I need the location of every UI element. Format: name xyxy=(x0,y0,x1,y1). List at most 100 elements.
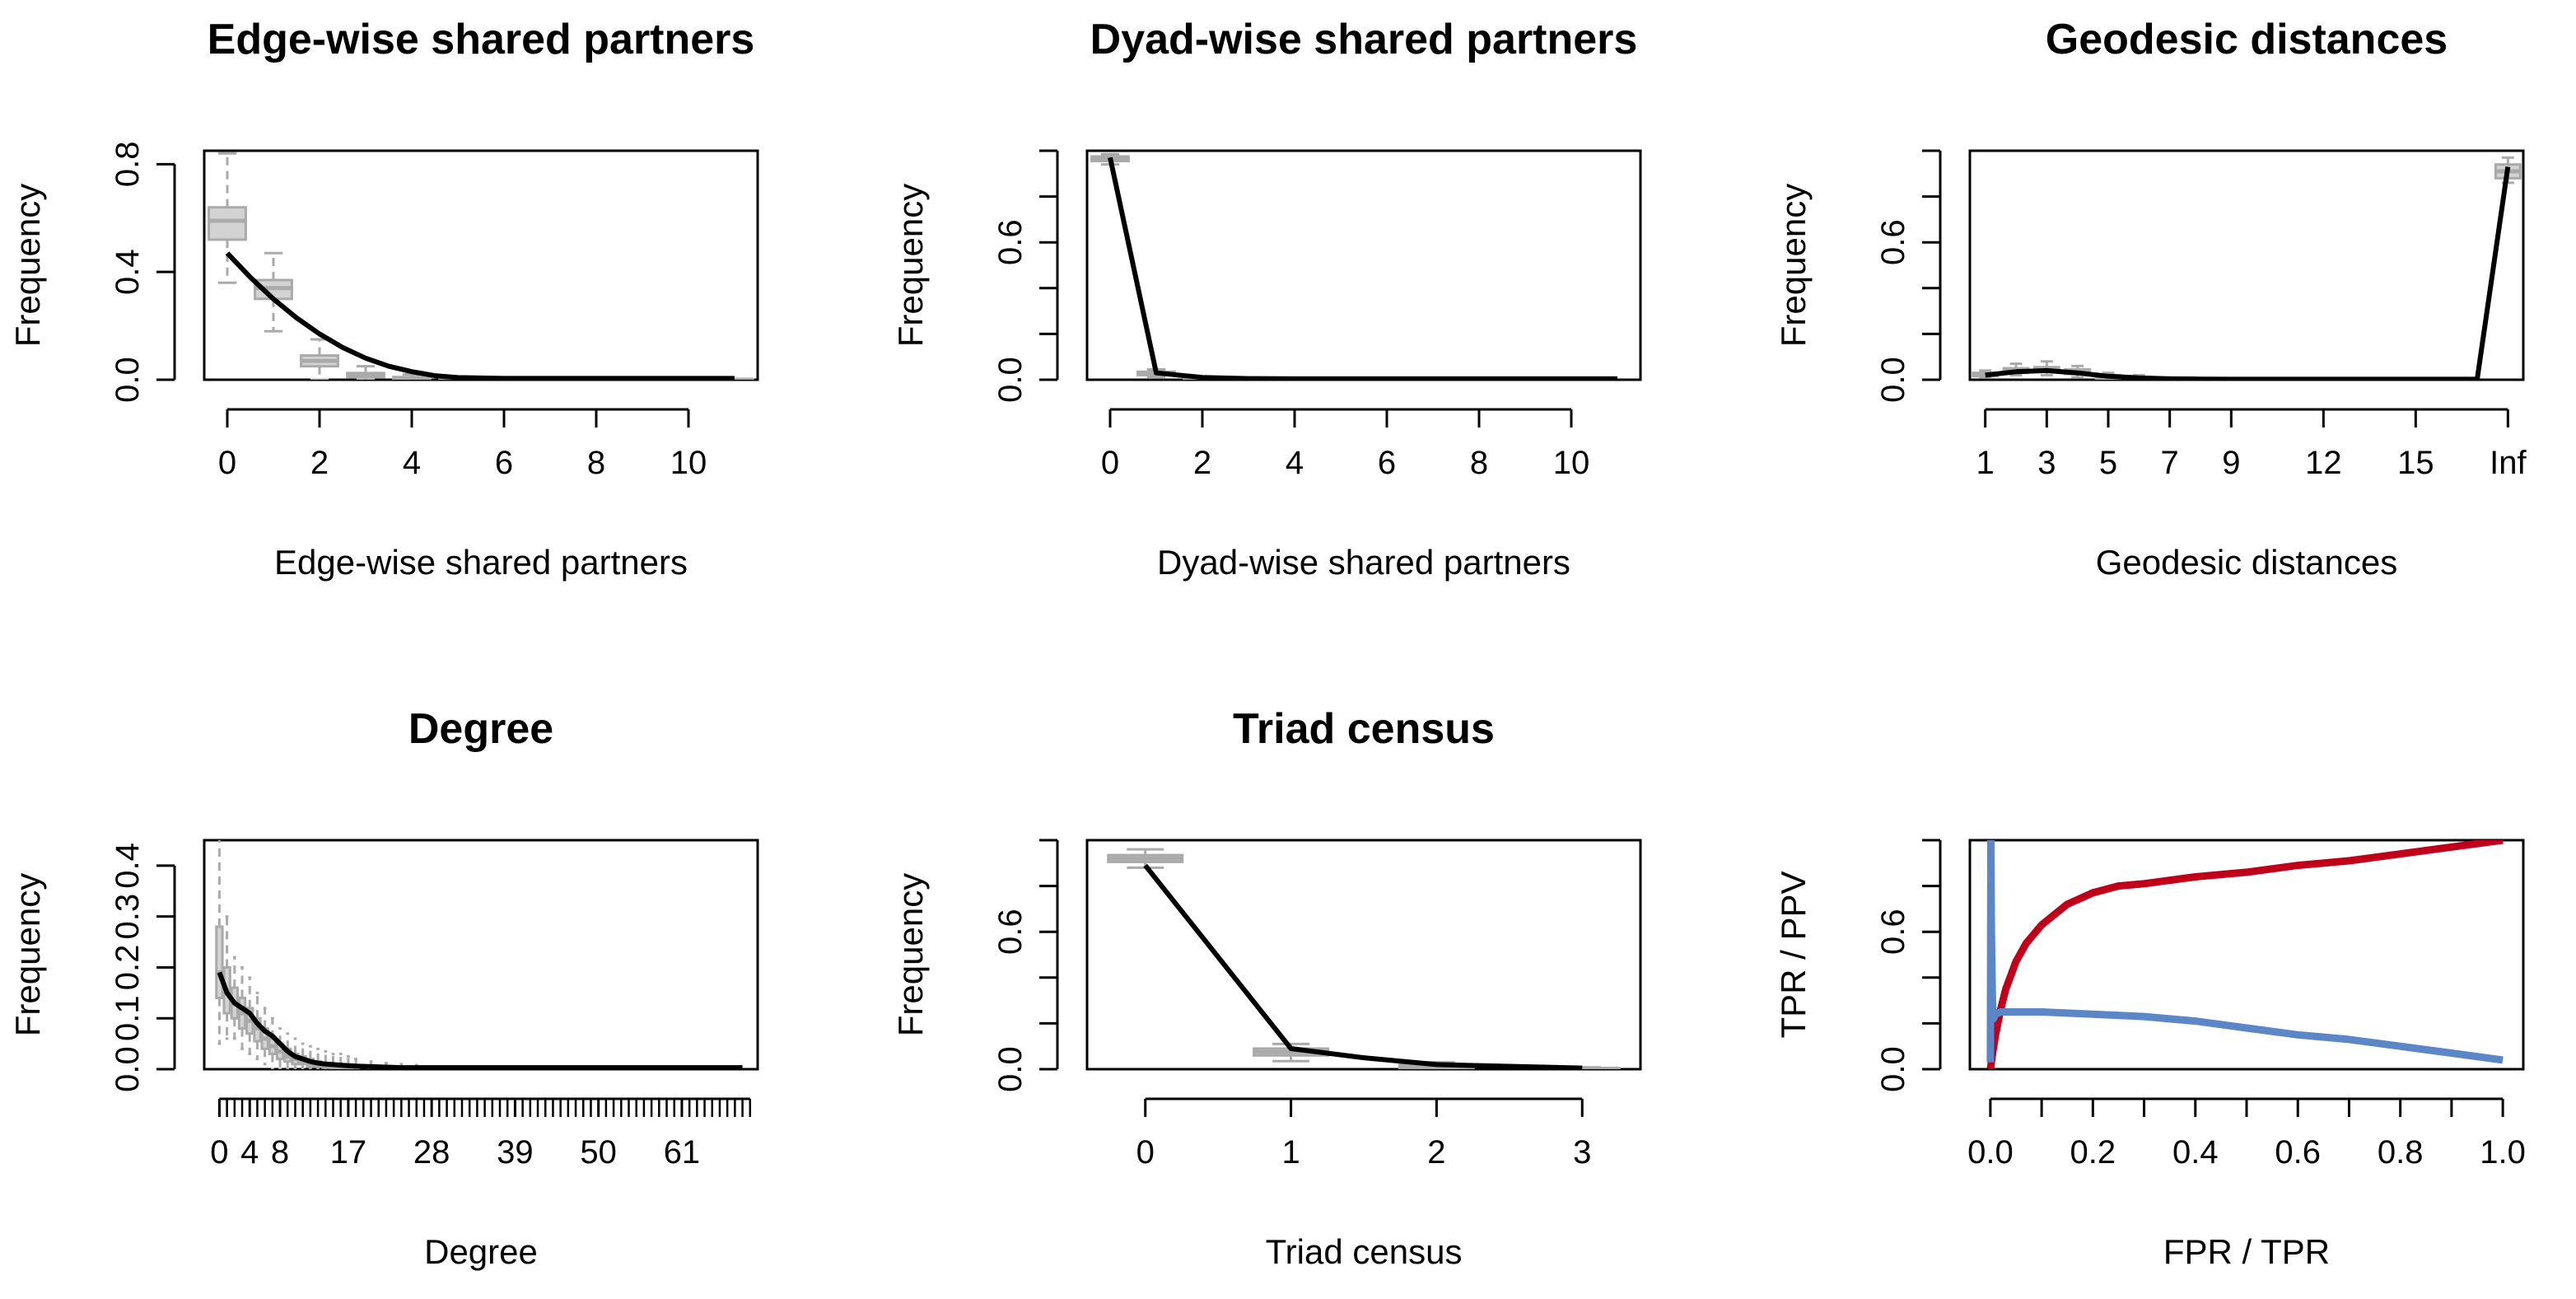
boxplot xyxy=(208,152,247,284)
x-tick-label: 6 xyxy=(495,445,513,481)
series-line xyxy=(1986,840,2504,1069)
x-tick-label: 0.0 xyxy=(1967,1134,2014,1171)
panel-4: Degree Degree Frequency 0.0 0.1 0.2 0.3 0.4 0 4 8 1… xyxy=(8,705,759,1271)
y-tick-label: 0.0 xyxy=(110,1046,146,1092)
x-tick-label: 12 xyxy=(2305,445,2342,481)
y-tick-label: 0.3 xyxy=(110,894,146,940)
x-tick-label: 8 xyxy=(587,445,605,481)
boxplot xyxy=(215,840,224,1045)
x-tick-label: 28 xyxy=(413,1134,450,1171)
panel-1: Edge-wise shared partners Edge-wise share… xyxy=(8,16,759,582)
plot-area xyxy=(1107,848,1621,1069)
boxplot xyxy=(268,1016,278,1069)
panel-3: Geodesic distances Geodesic distances Freq… xyxy=(1774,16,2527,582)
x-tick-label: 0 xyxy=(1136,1134,1155,1171)
boxplot xyxy=(306,1044,315,1069)
y-axis-label: Frequency xyxy=(1774,184,1813,347)
series-line xyxy=(1985,166,2511,380)
plot-area xyxy=(215,840,743,1069)
x-tick-label: 0 xyxy=(210,1134,228,1171)
y-tick-label: 0.6 xyxy=(1875,219,1911,265)
plot-frame xyxy=(1968,839,2525,1071)
plot-area xyxy=(1972,156,2522,380)
y-axis-label: Frequency xyxy=(8,873,47,1036)
y-tick-label: 0.8 xyxy=(110,142,146,188)
plot-frame xyxy=(203,839,759,1071)
x-tick-label: 15 xyxy=(2397,445,2434,481)
y-tick-label: 0.1 xyxy=(110,995,146,1041)
panel-title: Dyad-wise shared partners xyxy=(1090,16,1638,63)
y-tick-label: 0.4 xyxy=(110,249,146,295)
x-tick-label: 2 xyxy=(310,445,329,481)
y-tick-label: 0.0 xyxy=(110,357,146,403)
x-tick-label: 1 xyxy=(1976,445,1995,481)
x-tick-label: 4 xyxy=(403,445,421,481)
x-tick-label: 2 xyxy=(1193,445,1211,481)
boxplot xyxy=(392,372,432,380)
boxplot xyxy=(313,1047,323,1069)
y-tick-label: 0.0 xyxy=(992,357,1029,403)
boxplot xyxy=(254,251,293,333)
x-tick-label: 7 xyxy=(2161,445,2179,481)
panel-title: Degree xyxy=(408,705,553,753)
x-tick-label: 6 xyxy=(1378,445,1396,481)
y-tick-label: 0.2 xyxy=(110,945,146,991)
x-tick-label: 1 xyxy=(1281,1134,1300,1171)
x-tick-label: 0.2 xyxy=(2070,1134,2116,1171)
x-tick-label: 17 xyxy=(330,1134,367,1171)
x-tick-label: 3 xyxy=(1573,1134,1591,1171)
boxplot xyxy=(222,915,231,1040)
x-tick-label: 10 xyxy=(1553,445,1590,481)
series-line xyxy=(225,251,735,380)
panel-title: Triad census xyxy=(1233,705,1495,753)
x-tick-label: 3 xyxy=(2037,445,2056,481)
plot-area xyxy=(1090,152,1617,380)
plot-frame xyxy=(1085,839,1642,1071)
x-tick-label: 5 xyxy=(2099,445,2117,481)
boxplot xyxy=(260,1007,269,1066)
x-tick-label: 2 xyxy=(1427,1134,1445,1171)
x-axis-label: Geodesic distances xyxy=(2096,543,2398,582)
plot-area xyxy=(1986,840,2504,1069)
x-tick-label: Inf xyxy=(2490,445,2527,481)
x-tick-label: 0 xyxy=(218,445,236,481)
y-tick-label: 0.6 xyxy=(992,909,1029,955)
x-tick-label: 1.0 xyxy=(2480,1134,2526,1171)
x-tick-label: 10 xyxy=(670,445,707,481)
y-tick-label: 0.0 xyxy=(992,1046,1029,1092)
y-tick-label: 0.4 xyxy=(110,843,146,889)
y-axis-label: Frequency xyxy=(891,873,930,1036)
x-tick-label: 8 xyxy=(271,1134,289,1171)
x-tick-label: 0 xyxy=(1101,445,1119,481)
x-axis-label: FPR / TPR xyxy=(2163,1232,2330,1271)
x-tick-label: 0.4 xyxy=(2172,1134,2219,1171)
x-tick-label: 39 xyxy=(497,1134,534,1171)
x-tick-label: 9 xyxy=(2222,445,2240,481)
plot-frame xyxy=(1085,149,1642,381)
x-tick-label: 4 xyxy=(240,1134,259,1171)
boxplot-box xyxy=(208,206,247,241)
panel-title: Geodesic distances xyxy=(2046,16,2448,63)
y-tick-label: 0.6 xyxy=(1875,909,1911,955)
series-line xyxy=(1986,840,2504,1064)
x-tick-label: 0.6 xyxy=(2275,1134,2321,1171)
series-line xyxy=(217,971,743,1069)
boxplot-box xyxy=(215,925,224,1000)
x-tick-label: 4 xyxy=(1286,445,1304,481)
panel-6: FPR / TPR TPR / PPV 0.0 0.6 0.0 0.2 0.4 0.6 0.8 1… xyxy=(1774,839,2526,1271)
y-tick-label: 0.0 xyxy=(1875,1046,1911,1092)
boxplot xyxy=(1107,848,1184,869)
panel-5: Triad census Triad census Frequency 0.0 0.6 0… xyxy=(891,705,1642,1271)
y-axis-label: Frequency xyxy=(891,184,930,347)
x-axis-label: Triad census xyxy=(1266,1232,1463,1271)
panel-2: Dyad-wise shared partners Dyad-wise share… xyxy=(891,16,1642,582)
plot-area xyxy=(208,152,754,380)
x-axis-label: Degree xyxy=(424,1232,538,1271)
y-axis-label: Frequency xyxy=(8,184,47,347)
x-tick-label: 8 xyxy=(1470,445,1488,481)
boxplot xyxy=(237,965,247,1050)
boxplot xyxy=(300,338,339,380)
x-tick-label: 50 xyxy=(580,1134,617,1171)
y-tick-label: 0.0 xyxy=(1875,357,1911,403)
